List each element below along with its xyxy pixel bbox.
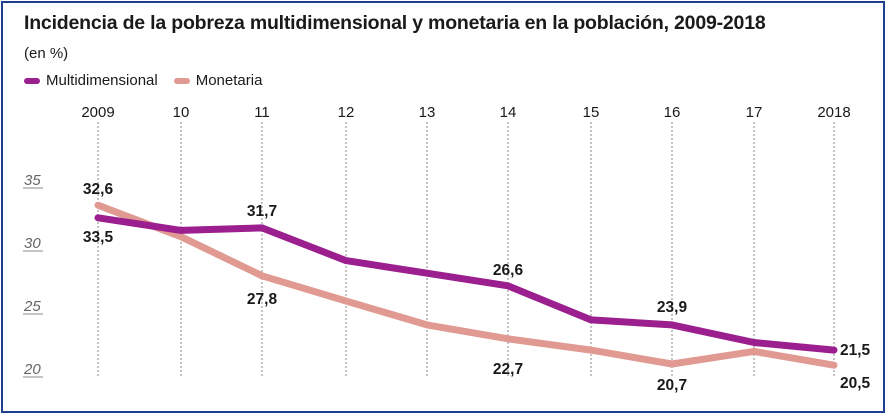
chart-title: Incidencia de la pobreza multidimensiona…: [24, 12, 766, 34]
y-tick-label: 35: [24, 172, 41, 189]
chart-frame: [1, 1, 885, 413]
y-tick-label: 25: [23, 298, 41, 315]
x-tick-label: 16: [664, 104, 681, 121]
data-label: 26,6: [493, 262, 524, 279]
chart-subtitle: (en %): [24, 45, 69, 62]
x-tick-label: 14: [500, 104, 517, 121]
data-label: 23,9: [657, 299, 688, 316]
x-tick-label: 10: [173, 104, 190, 121]
y-tick-label: 30: [24, 235, 41, 252]
x-tick-label: 13: [419, 104, 436, 121]
legend-swatch-multidimensional: [24, 77, 40, 84]
legend-swatch-monetaria: [173, 77, 190, 84]
chart-legend: Multidimensional Monetaria: [24, 72, 278, 89]
data-label: 31,7: [247, 203, 277, 220]
x-tick-label: 2009: [81, 104, 114, 121]
legend-label-monetaria: Monetaria: [195, 72, 263, 89]
data-label: 20,5: [840, 375, 871, 392]
data-label: 27,8: [247, 291, 278, 308]
series-line-monetaria: [94, 201, 838, 369]
legend-label-multidimensional: Multidimensional: [46, 72, 158, 89]
legend-item-monetaria: Monetaria: [173, 72, 263, 89]
legend-item-multidimensional: Multidimensional: [24, 72, 158, 89]
x-tick-label: 17: [746, 104, 763, 121]
y-tick-label: 20: [23, 361, 41, 378]
x-tick-label: 2018: [817, 104, 850, 121]
data-label: 21,5: [840, 342, 871, 359]
data-label: 20,7: [657, 377, 687, 394]
x-tick-label: 12: [338, 104, 355, 121]
series-line-multidimensional: [94, 214, 838, 354]
x-tick-label: 11: [254, 104, 270, 121]
data-label: 33,5: [83, 229, 114, 246]
data-label: 22,7: [493, 361, 523, 378]
data-label: 32,6: [83, 181, 114, 198]
x-tick-label: 15: [583, 104, 600, 121]
